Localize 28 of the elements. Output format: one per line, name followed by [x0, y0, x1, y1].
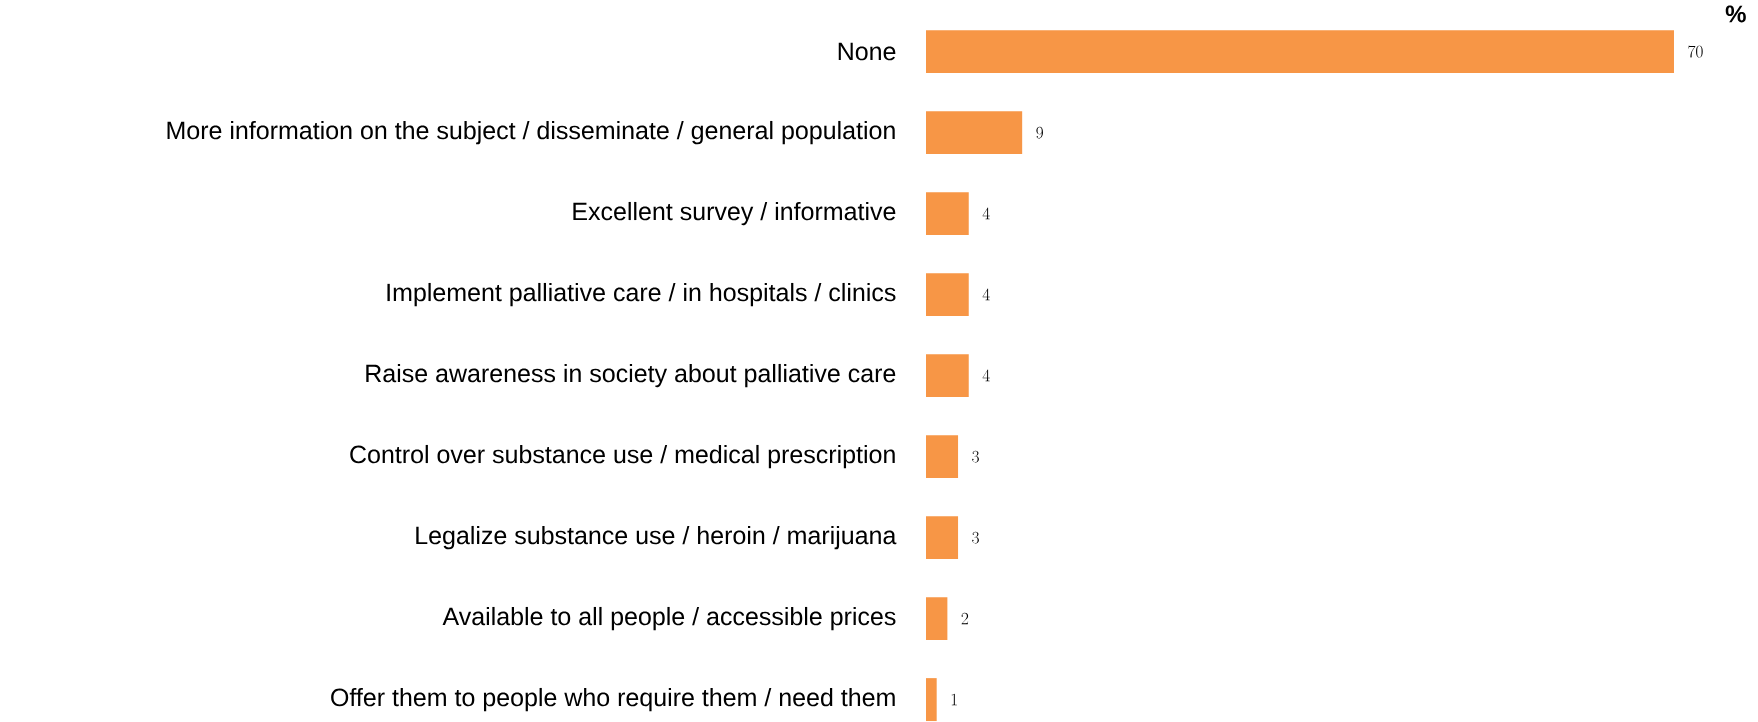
bar [926, 516, 959, 560]
data-label: 4 [982, 288, 990, 301]
bar [926, 597, 948, 641]
data-label: 1 [951, 693, 957, 706]
y-tick-label: More information on the subject / disseminate / general population [167, 120, 895, 145]
bar [926, 678, 937, 722]
bar [926, 354, 969, 398]
bar [926, 435, 959, 479]
y-tick-label: Legalize substance use / heroin / marijuana [416, 525, 897, 550]
data-label: 3 [972, 450, 979, 463]
data-label: 4 [982, 369, 990, 382]
bar [926, 111, 1023, 155]
y-tick-label: Offer them to people who require them / need them [331, 687, 895, 712]
bar [926, 273, 969, 317]
bar [926, 30, 1674, 74]
y-tick-label: Raise awareness in society about palliative care [366, 363, 896, 388]
bar [926, 192, 969, 236]
data-label: 9 [1036, 126, 1043, 139]
data-label: 70 [1688, 45, 1703, 58]
y-tick-label: None [838, 42, 896, 61]
y-tick-label: Available to all people / accessible prices [442, 606, 896, 631]
data-label: 3 [972, 531, 979, 544]
text: % [1725, 5, 1746, 23]
y-tick-label: Control over substance use / medical prescription [350, 444, 895, 469]
y-tick-label: Excellent survey / informative [573, 201, 896, 226]
y-tick-label: Implement palliative care / in hospitals / clinics [387, 282, 896, 307]
data-label: 2 [961, 612, 969, 625]
data-label: 4 [982, 207, 990, 220]
